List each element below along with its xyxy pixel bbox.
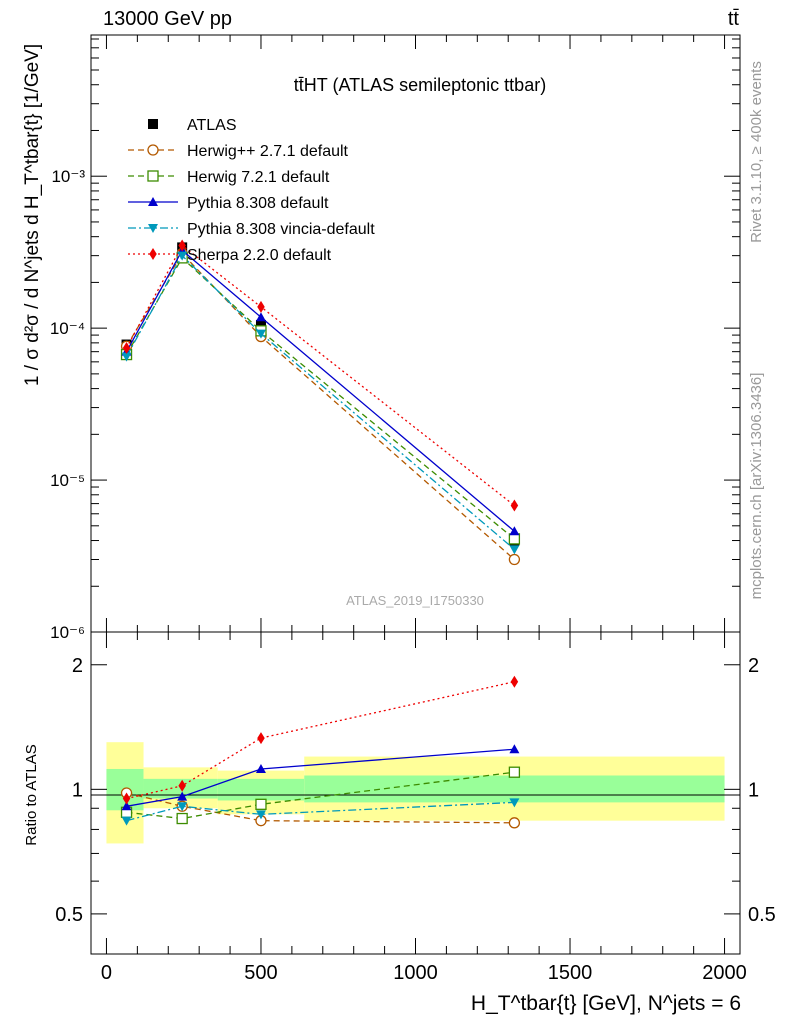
data-point — [255, 312, 266, 322]
legend-marker — [149, 248, 157, 260]
ratio-uncertainty-bands — [106, 742, 725, 844]
data-point — [178, 239, 186, 252]
legend-label: ATLAS — [187, 117, 237, 134]
legend-marker — [147, 144, 159, 156]
y-tick-label: 10⁻³ — [51, 167, 85, 186]
ratio-ticks: 0.5 0.5 1 1 2 2 0 500 1000 1500 2000 — [55, 632, 776, 984]
ratio-data-point — [122, 792, 131, 805]
x-tick-label: 0 — [101, 962, 112, 984]
inner-uncertainty-band — [304, 775, 725, 803]
data-point — [508, 533, 521, 545]
data-point — [177, 251, 188, 261]
main-ticks: 10⁻⁶ 10⁻⁵ 10⁻⁴ 10⁻³ — [50, 35, 740, 642]
ratio-data-point — [176, 812, 188, 825]
legend-label: Herwig++ 2.7.1 default — [187, 143, 349, 160]
main-plot-title: tt̄HT (ATLAS semileptonic ttbar) — [294, 75, 546, 95]
ratio-plot-frame — [90, 631, 741, 955]
data-point — [121, 352, 132, 362]
ratio-series-line — [126, 748, 515, 807]
data-point — [510, 499, 519, 512]
ratio-data-point — [508, 766, 521, 778]
main-series-group — [120, 239, 521, 566]
inner-uncertainty-band — [217, 778, 305, 801]
ratio-plot: 0.5 0.5 1 1 2 2 0 500 1000 1500 2000 Ratio to ATLA… — [23, 631, 776, 1015]
ratio-series-group — [120, 675, 521, 829]
y-tick-label: 10⁻⁶ — [50, 623, 85, 642]
header-right-label: tt̄ — [728, 8, 740, 30]
main-y-axis-label: 1 / σ d²σ / d N^jets d H_T^tbar{t} [1/Ge… — [22, 44, 43, 386]
data-point — [509, 545, 520, 555]
series-line — [125, 244, 515, 507]
legend-marker — [148, 119, 158, 129]
ratio-data-point — [121, 801, 132, 811]
header-left-label: 13000 GeV pp — [103, 8, 232, 30]
ratio-data-point — [177, 802, 188, 812]
ratio-series-line — [126, 771, 515, 820]
ratio-data-point — [509, 744, 520, 754]
rivet-version-label: Rivet 3.1.10, ≥ 400k events — [748, 61, 765, 243]
x-axis-label: H_T^tbar{t} [GeV], N^jets = 6 — [471, 992, 741, 1015]
ratio-series-line — [126, 792, 515, 824]
legend-label: Sherpa 2.2.0 default — [187, 247, 332, 264]
main-watermark: ATLAS_2019_I1750330 — [346, 593, 484, 608]
ratio-y-tick-label: 1 — [72, 779, 83, 801]
ratio-data-point — [257, 732, 265, 745]
y-tick-label: 10⁻⁴ — [50, 319, 85, 338]
series-line — [125, 256, 515, 540]
x-tick-label: 1500 — [548, 962, 593, 984]
legend-label: Herwig 7.2.1 default — [187, 169, 330, 186]
data-point — [122, 342, 131, 355]
ratio-y-tick-label-right: 2 — [748, 655, 759, 677]
data-point — [255, 329, 266, 339]
data-point — [509, 526, 520, 536]
ratio-data-point — [255, 763, 266, 773]
ratio-y-tick-label-right: 1 — [748, 779, 759, 801]
main-plot: tt̄HT (ATLAS semileptonic ttbar) ATLAS_2… — [22, 34, 741, 642]
ratio-data-point — [510, 675, 519, 688]
ratio-y-tick-label: 0.5 — [55, 904, 83, 926]
legend-label: Pythia 8.308 vincia-default — [187, 221, 375, 238]
x-tick-label: 500 — [244, 962, 277, 984]
legend-marker — [148, 224, 158, 233]
ratio-data-point — [509, 798, 520, 808]
ratio-series-line — [126, 801, 515, 822]
data-point — [257, 300, 265, 313]
ratio-data-point — [255, 798, 267, 810]
ratio-data-point — [255, 810, 266, 820]
legend-marker — [147, 170, 159, 182]
legend-label: Pythia 8.308 default — [187, 195, 329, 212]
x-tick-label: 1000 — [393, 962, 438, 984]
data-point — [255, 319, 266, 330]
legend-marker — [148, 197, 158, 206]
ratio-data-point — [508, 817, 521, 829]
mcplots-source-label: mcplots.cern.ch [arXiv:1306.3436] — [748, 373, 765, 600]
ratio-y-tick-label-right: 0.5 — [748, 904, 776, 926]
series-line — [125, 252, 515, 560]
ratio-data-point — [177, 791, 188, 801]
series-line — [125, 249, 515, 532]
x-tick-label: 2000 — [702, 962, 747, 984]
y-tick-label: 10⁻⁵ — [50, 471, 85, 490]
ratio-y-tick-label: 2 — [72, 655, 83, 677]
data-point — [508, 553, 521, 566]
ratio-data-point — [121, 816, 132, 826]
ratio-y-axis-label: Ratio to ATLAS — [23, 744, 40, 845]
ratio-data-point — [178, 779, 186, 792]
legend: ATLAS Herwig++ 2.7.1 default Herwig 7.2.1 … — [128, 117, 375, 264]
series-line — [125, 254, 515, 550]
